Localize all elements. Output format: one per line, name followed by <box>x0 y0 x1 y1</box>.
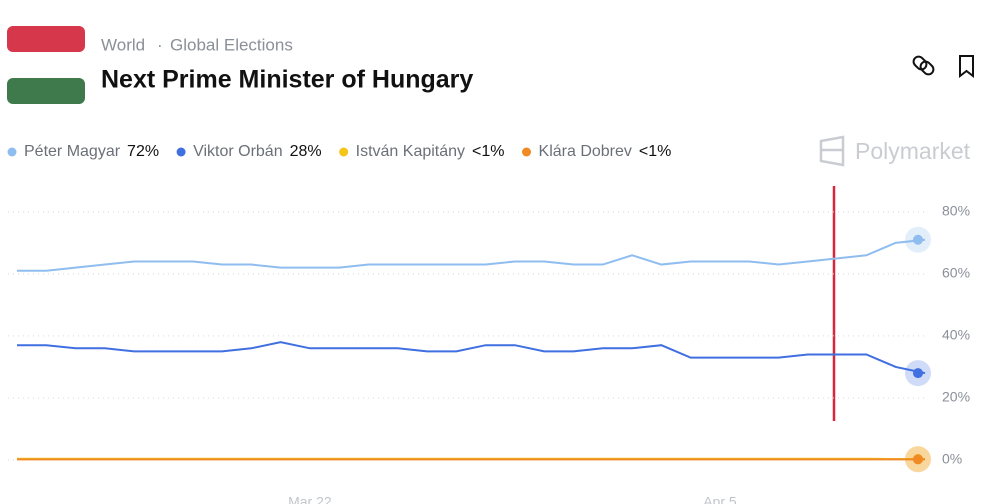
x-tick-label: Mar 22 <box>288 494 332 504</box>
legend-name: István Kapitány <box>356 143 465 160</box>
separator: · <box>157 35 163 54</box>
page-title: Next Prime Minister of Hungary <box>101 66 473 94</box>
breadcrumb[interactable]: World <box>101 35 145 54</box>
brand: Polymarket <box>819 135 971 167</box>
y-tick-label: 0% <box>942 451 962 467</box>
series-line <box>17 238 926 272</box>
y-tick-label: 40% <box>942 327 970 343</box>
flag <box>7 26 85 104</box>
legend-value: 28% <box>290 143 322 160</box>
x-tick-label: Apr 5 <box>703 494 737 504</box>
legend-swatch <box>522 147 532 157</box>
legend-value: 72% <box>127 143 159 160</box>
y-tick-label: 80% <box>942 203 970 219</box>
y-tick-label: 20% <box>942 389 970 405</box>
legend-value: <1% <box>639 143 671 160</box>
bookmark-button[interactable] <box>959 55 974 79</box>
legend-name: Péter Magyar <box>24 143 121 160</box>
legend: Péter Magyar 72% Viktor Orbán 28% István Kap… <box>7 143 671 160</box>
legend-swatch <box>339 147 349 157</box>
legend-swatch <box>7 147 17 157</box>
link-button[interactable] <box>912 55 936 77</box>
end-dot <box>912 454 923 465</box>
brand-name: Polymarket <box>855 138 971 164</box>
legend-value: <1% <box>472 143 504 160</box>
end-dot <box>912 368 923 379</box>
legend-name: Klára Dobrev <box>539 143 632 160</box>
legend-name: Viktor Orbán <box>193 143 283 160</box>
y-tick-label: 60% <box>942 265 970 281</box>
series-line <box>17 341 926 375</box>
end-dot <box>912 234 923 245</box>
plot: 0% 20% 40% 60% 80% Mar 22 Apr 5 <box>8 203 970 504</box>
breadcrumb[interactable]: Global Elections <box>170 35 293 54</box>
legend-swatch <box>176 147 186 157</box>
